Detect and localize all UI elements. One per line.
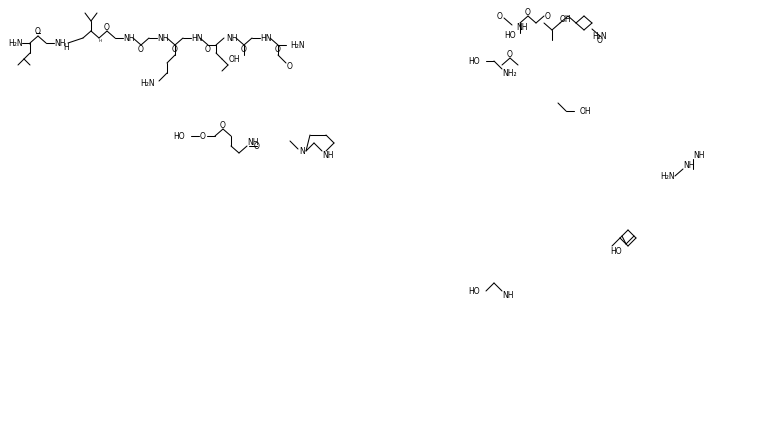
Text: NH: NH [226, 34, 238, 43]
Text: O: O [275, 45, 281, 53]
Text: NH: NH [502, 290, 514, 299]
Text: O: O [254, 141, 260, 150]
Text: NH: NH [157, 34, 168, 43]
Text: H₂N: H₂N [8, 38, 22, 48]
Text: NH: NH [123, 34, 135, 43]
Text: O: O [287, 61, 293, 70]
Text: .: . [28, 40, 30, 45]
Text: HN: HN [191, 34, 202, 43]
Text: O: O [220, 120, 226, 130]
Text: O: O [104, 22, 110, 32]
Text: HO: HO [468, 56, 480, 66]
Text: O: O [497, 11, 503, 21]
Text: H₂N: H₂N [141, 78, 155, 88]
Text: O: O [597, 35, 603, 45]
Text: O: O [138, 45, 144, 53]
Text: HO: HO [610, 247, 621, 256]
Text: O: O [545, 11, 551, 21]
Text: HN: HN [260, 34, 271, 43]
Text: OH: OH [580, 107, 591, 115]
Text: O: O [205, 45, 211, 53]
Text: H: H [99, 39, 102, 43]
Text: H₂N: H₂N [592, 32, 607, 40]
Text: O: O [241, 45, 247, 53]
Text: HO: HO [504, 30, 516, 40]
Text: H₂N: H₂N [290, 40, 305, 50]
Text: HO: HO [173, 131, 185, 141]
Text: OH: OH [228, 54, 240, 64]
Text: NH: NH [516, 22, 528, 32]
Text: O: O [200, 131, 206, 141]
Text: N: N [299, 147, 305, 155]
Text: HO: HO [468, 287, 480, 296]
Text: O: O [507, 50, 513, 59]
Text: O: O [172, 45, 178, 53]
Text: NH: NH [693, 150, 704, 160]
Text: H₂N: H₂N [660, 171, 674, 181]
Text: H: H [63, 43, 68, 51]
Text: NH: NH [683, 160, 694, 170]
Text: O: O [35, 27, 41, 35]
Text: NH₂: NH₂ [502, 69, 517, 77]
Text: NH: NH [247, 138, 258, 147]
Text: O: O [525, 8, 531, 16]
Text: OH: OH [560, 14, 571, 24]
Text: NH: NH [322, 150, 334, 160]
Text: NH: NH [54, 38, 65, 48]
